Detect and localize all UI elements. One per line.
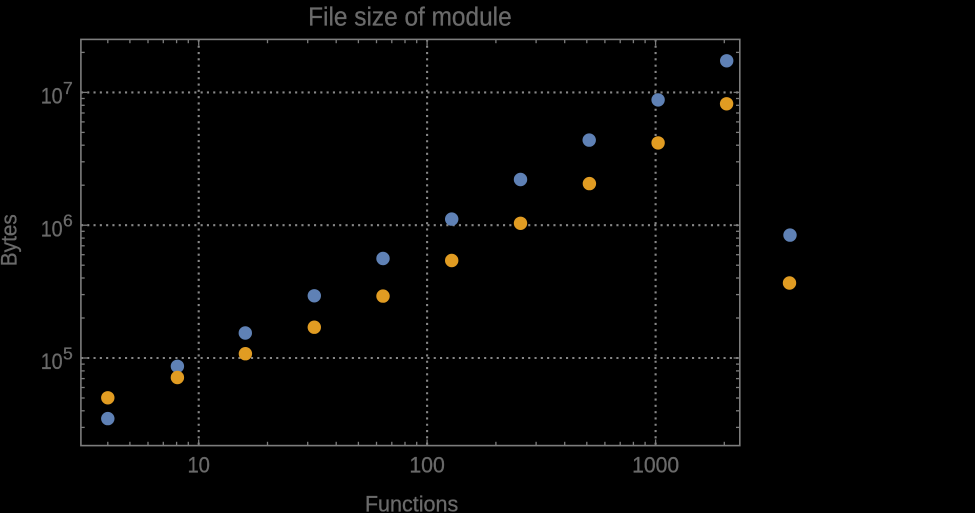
svg-text:File size of module: File size of module <box>308 4 512 32</box>
svg-text:5: 5 <box>63 344 73 364</box>
svg-text:7: 7 <box>63 78 73 98</box>
svg-text:Bytes: Bytes <box>0 214 22 266</box>
svg-text:100: 100 <box>409 452 445 477</box>
svg-text:10: 10 <box>187 452 210 477</box>
svg-text:10: 10 <box>41 349 63 374</box>
svg-text:6: 6 <box>63 211 73 231</box>
svg-text:10: 10 <box>41 84 63 109</box>
svg-text:Functions: Functions <box>365 492 458 513</box>
svg-text:10: 10 <box>41 216 63 241</box>
svg-text:1000: 1000 <box>632 452 679 477</box>
